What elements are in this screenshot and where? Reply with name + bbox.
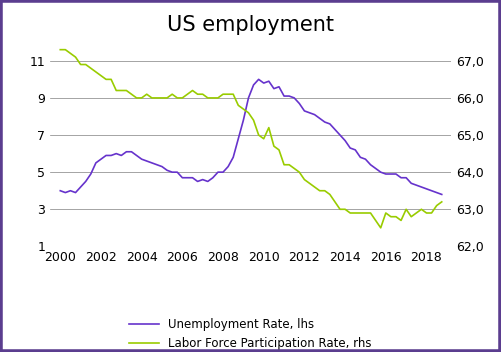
Line: Labor Force Participation Rate, rhs: Labor Force Participation Rate, rhs: [60, 50, 442, 228]
Labor Force Participation Rate, rhs: [378, 226, 384, 230]
Labor Force Participation Rate, rhs: [312, 185, 318, 189]
Unemployment Rate, lhs: [368, 163, 374, 167]
Unemployment Rate, lhs: [256, 77, 262, 81]
Labor Force Participation Rate, rhs: [302, 177, 308, 182]
Labor Force Participation Rate, rhs: [362, 211, 368, 215]
Title: US employment: US employment: [167, 15, 334, 35]
Unemployment Rate, lhs: [439, 192, 445, 196]
Line: Unemployment Rate, lhs: Unemployment Rate, lhs: [60, 79, 442, 194]
Labor Force Participation Rate, rhs: [439, 200, 445, 204]
Labor Force Participation Rate, rhs: [57, 48, 63, 52]
Unemployment Rate, lhs: [307, 111, 313, 115]
Labor Force Participation Rate, rhs: [256, 133, 262, 137]
Labor Force Participation Rate, rhs: [93, 70, 99, 74]
Unemployment Rate, lhs: [317, 116, 323, 120]
Unemployment Rate, lhs: [189, 176, 195, 180]
Legend: Unemployment Rate, lhs, Labor Force Participation Rate, rhs: Unemployment Rate, lhs, Labor Force Part…: [125, 314, 376, 352]
Unemployment Rate, lhs: [261, 81, 267, 85]
Unemployment Rate, lhs: [93, 161, 99, 165]
Labor Force Participation Rate, rhs: [189, 88, 195, 93]
Unemployment Rate, lhs: [57, 189, 63, 193]
